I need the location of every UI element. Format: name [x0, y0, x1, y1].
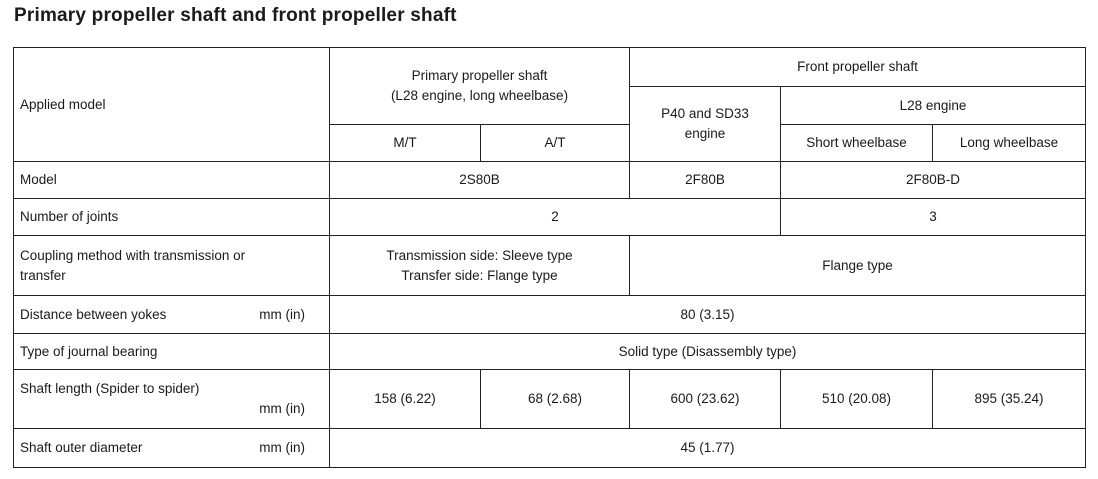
front-shaft-header: Front propeller shaft [629, 47, 1087, 87]
model-l28-value: 2F80B-D [780, 161, 1087, 199]
coupling-primary-line2: Transfer side: Flange type [401, 267, 558, 283]
length-long-value: 895 (35.24) [932, 369, 1087, 429]
diameter-label-text: Shaft outer diameter [20, 440, 143, 456]
header-row: P40 and SD33 engine L28 engine [14, 86, 1087, 162]
row-label-coupling: Coupling method with transmission or tra… [13, 235, 330, 296]
row-label-journal: Type of journal bearing [13, 333, 330, 370]
length-mt-value: 158 (6.22) [329, 369, 481, 429]
row-label-model: Model [13, 161, 330, 199]
primary-shaft-header: Primary propeller shaft (L28 engine, lon… [328, 47, 631, 125]
yokes-label-text: Distance between yokes [20, 306, 167, 322]
table-row: Model 2S80B 2F80B 2F80B-D [13, 161, 1087, 199]
coupling-primary-value: Transmission side: Sleeve type Transfer … [328, 235, 631, 296]
table-row: Shaft length (Spider to spider) mm (in) … [13, 369, 1087, 429]
table-row: Shaft outer diameter mm (in) 45 (1.77) [13, 428, 1087, 468]
length-unit: mm (in) [259, 401, 305, 416]
header-row: M/T A/T Short wheelbase Long wheelbase [14, 124, 1087, 162]
diameter-value: 45 (1.77) [328, 428, 1087, 468]
table-row: Distance between yokes mm (in) 80 (3.15) [13, 295, 1087, 334]
primary-shaft-header-line1: Primary propeller shaft [411, 68, 548, 84]
coupling-label-line1: Coupling method with transmission or [20, 247, 246, 263]
table-row: Type of journal bearing Solid type (Disa… [13, 333, 1087, 370]
coupling-primary-line1: Transmission side: Sleeve type [386, 247, 573, 263]
table-row: Number of joints 2 3 [13, 198, 1087, 236]
coupling-front-value: Flange type [629, 235, 1087, 296]
row-label-length: Shaft length (Spider to spider) mm (in) [13, 369, 330, 429]
length-at-value: 68 (2.68) [479, 369, 631, 429]
mt-header: M/T [329, 124, 481, 162]
model-primary-value: 2S80B [328, 161, 631, 199]
p40-header-line2: engine [684, 126, 726, 141]
journal-value: Solid type (Disassembly type) [328, 333, 1087, 370]
p40-sd33-engine-header: P40 and SD33 engine [629, 86, 782, 162]
length-label-text: Shaft length (Spider to spider) [20, 381, 200, 397]
joints-value-b: 3 [780, 198, 1087, 236]
joints-value-a: 2 [328, 198, 782, 236]
length-short-value: 510 (20.08) [780, 369, 934, 429]
model-p40-value: 2F80B [629, 161, 782, 199]
primary-shaft-header-line2: (L28 engine, long wheelbase) [390, 88, 569, 103]
page-title: Primary propeller shaft and front propel… [14, 5, 457, 26]
diameter-unit: mm (in) [259, 440, 305, 456]
yokes-unit: mm (in) [259, 306, 305, 322]
yokes-value: 80 (3.15) [328, 295, 1087, 334]
long-wheelbase-header: Long wheelbase [932, 124, 1087, 162]
l28-engine-header: L28 engine [780, 86, 1087, 125]
table-row: Coupling method with transmission or tra… [13, 235, 1087, 296]
header-row: Applied model Primary propeller shaft (L… [13, 47, 1087, 162]
row-label-joints: Number of joints [13, 198, 330, 236]
short-wheelbase-header: Short wheelbase [780, 124, 934, 162]
row-label-yokes: Distance between yokes mm (in) [13, 295, 330, 334]
length-p40-value: 600 (23.62) [629, 369, 782, 429]
at-header: A/T [479, 124, 631, 162]
p40-header-line1: P40 and SD33 [661, 106, 749, 122]
specification-table: Applied model Primary propeller shaft (L… [13, 47, 1087, 468]
row-label-diameter: Shaft outer diameter mm (in) [13, 428, 330, 468]
coupling-label-line2: transfer [20, 267, 66, 283]
applied-model-header: Applied model [13, 47, 330, 162]
